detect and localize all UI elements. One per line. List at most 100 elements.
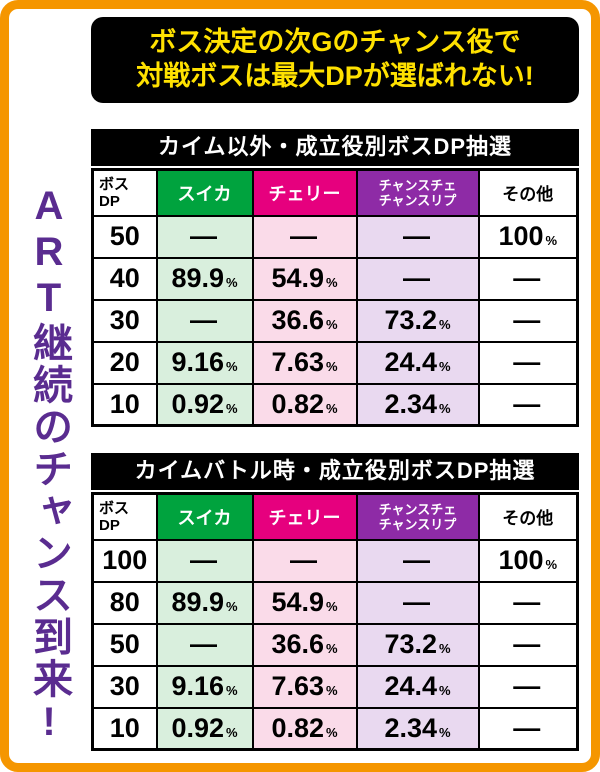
cell-chance: 24.4%: [355, 340, 480, 385]
table-row: 50 ― ― ― 100%: [91, 214, 579, 259]
table-row: 40 89.9% 54.9% ― ―: [91, 256, 579, 301]
cell-value: 89.9: [171, 263, 224, 293]
cell-suika: 89.9%: [155, 256, 254, 301]
top-banner: ボス決定の次Gのチャンス役で 対戦ボスは最大DPが選ばれない!: [91, 17, 579, 103]
cell-value: 0.82: [271, 388, 324, 419]
percent-sign: %: [439, 400, 451, 416]
banner-line-1: ボス決定の次Gのチャンス役で: [149, 27, 521, 57]
cell-value: ―: [403, 587, 430, 617]
cell-boss-dp: 100: [91, 538, 158, 583]
percent-sign: %: [226, 724, 238, 740]
cell-chance: 73.2%: [355, 622, 480, 667]
table-row: 30 9.16% 7.63% 24.4% ―: [91, 664, 579, 709]
percent-sign: [430, 233, 432, 248]
cell-cherry: 36.6%: [251, 298, 358, 343]
table-section-2: カイムバトル時・成立役別ボスDP抽選 ボス DP スイカ チェリー チャンスチェ…: [91, 453, 579, 751]
cell-chance: 24.4%: [355, 664, 480, 709]
percent-sign: [217, 317, 219, 332]
table-section-1: カイム以外・成立役別ボスDP抽選 ボス DP スイカ チェリー チャンスチェ チ…: [91, 129, 579, 427]
side-vertical-text: ART継続のチャンス到来!: [27, 184, 71, 746]
cell-value: 36.6: [271, 305, 324, 335]
cell-chance: ―: [355, 538, 480, 583]
col-header-other: その他: [477, 168, 579, 217]
percent-sign: %: [545, 557, 558, 572]
cell-value: ―: [190, 305, 217, 335]
cell-chance: ―: [355, 580, 480, 625]
cell-boss-dp: 50: [91, 622, 158, 667]
chance-header-line2: チャンスリプ: [378, 516, 457, 532]
percent-sign: [540, 275, 542, 290]
cell-other: ―: [477, 580, 579, 625]
cell-boss-dp: 80: [91, 580, 158, 625]
cell-value: 7.63: [271, 347, 324, 377]
percent-sign: %: [439, 683, 451, 698]
cell-suika: 89.9%: [155, 580, 254, 625]
cell-value: ―: [513, 305, 541, 335]
table-row: 80 89.9% 54.9% ― ―: [91, 580, 579, 625]
cell-suika: 0.92%: [155, 382, 254, 427]
cell-value: 2.34: [384, 712, 437, 743]
cell-other: 100%: [477, 538, 579, 583]
percent-sign: %: [326, 400, 338, 416]
table-1-title: カイム以外・成立役別ボスDP抽選: [91, 129, 579, 166]
percent-sign: [430, 275, 432, 290]
cell-cherry: 54.9%: [251, 256, 358, 301]
cell-value: 100: [498, 545, 544, 575]
percent-sign: [317, 233, 319, 248]
table-row: 10 0.92% 0.82% 2.34% ―: [91, 382, 579, 427]
percent-sign: [540, 359, 542, 374]
cell-value: 0.82: [271, 712, 324, 743]
percent-sign: [540, 641, 542, 656]
cell-value: ―: [513, 671, 541, 701]
chance-header-line2: チャンスリプ: [378, 192, 457, 208]
percent-sign: [430, 599, 432, 614]
col-header-chance: チャンスチェ チャンスリプ: [355, 492, 480, 541]
percent-sign: %: [326, 641, 338, 656]
col-header-suika: スイカ: [155, 492, 254, 541]
percent-sign: %: [439, 317, 451, 332]
cell-cherry: 0.82%: [251, 382, 358, 427]
percent-sign: %: [226, 400, 238, 416]
percent-sign: %: [326, 317, 338, 332]
table-row: 30 ― 36.6% 73.2% ―: [91, 298, 579, 343]
cell-value: 89.9: [171, 587, 224, 617]
percent-sign: %: [439, 641, 451, 656]
cell-value: ―: [513, 712, 541, 743]
cell-cherry: 54.9%: [251, 580, 358, 625]
cell-suika: 9.16%: [155, 340, 254, 385]
cell-value: ―: [513, 347, 541, 377]
cell-value: ―: [513, 629, 541, 659]
cell-value: 24.4: [384, 347, 437, 377]
cell-value: 100: [498, 221, 544, 251]
col-header-boss-dp: ボス DP: [91, 168, 158, 217]
cell-boss-dp: 10: [91, 706, 158, 751]
percent-sign: %: [326, 275, 338, 290]
dp-table-2: ボス DP スイカ チェリー チャンスチェ チャンスリプ その他: [91, 492, 579, 751]
boss-dp-line2: DP: [99, 516, 120, 534]
col-header-boss-dp: ボス DP: [91, 492, 158, 541]
cell-value: ―: [513, 263, 541, 293]
header-row: ボス DP スイカ チェリー チャンスチェ チャンスリプ その他: [91, 492, 579, 541]
table-row: 10 0.92% 0.82% 2.34% ―: [91, 706, 579, 751]
cell-cherry: 7.63%: [251, 664, 358, 709]
cell-value: ―: [190, 629, 217, 659]
cell-boss-dp: 10: [91, 382, 158, 427]
percent-sign: %: [326, 359, 338, 374]
cell-suika: ―: [155, 214, 254, 259]
cell-other: ―: [477, 706, 579, 751]
percent-sign: [217, 641, 219, 656]
percent-sign: [540, 317, 542, 332]
col-header-chance: チャンスチェ チャンスリプ: [355, 168, 480, 217]
cell-value: 2.34: [384, 388, 437, 419]
cell-other: ―: [477, 664, 579, 709]
cell-value: ―: [190, 545, 217, 575]
chance-header-line1: チャンスチェ: [378, 501, 457, 517]
percent-sign: [430, 557, 432, 572]
cell-chance: ―: [355, 214, 480, 259]
boss-dp-line1: ボス: [99, 175, 130, 193]
cell-suika: ―: [155, 298, 254, 343]
cell-value: 9.16: [171, 671, 224, 701]
percent-sign: [217, 233, 219, 248]
percent-sign: %: [439, 724, 451, 740]
